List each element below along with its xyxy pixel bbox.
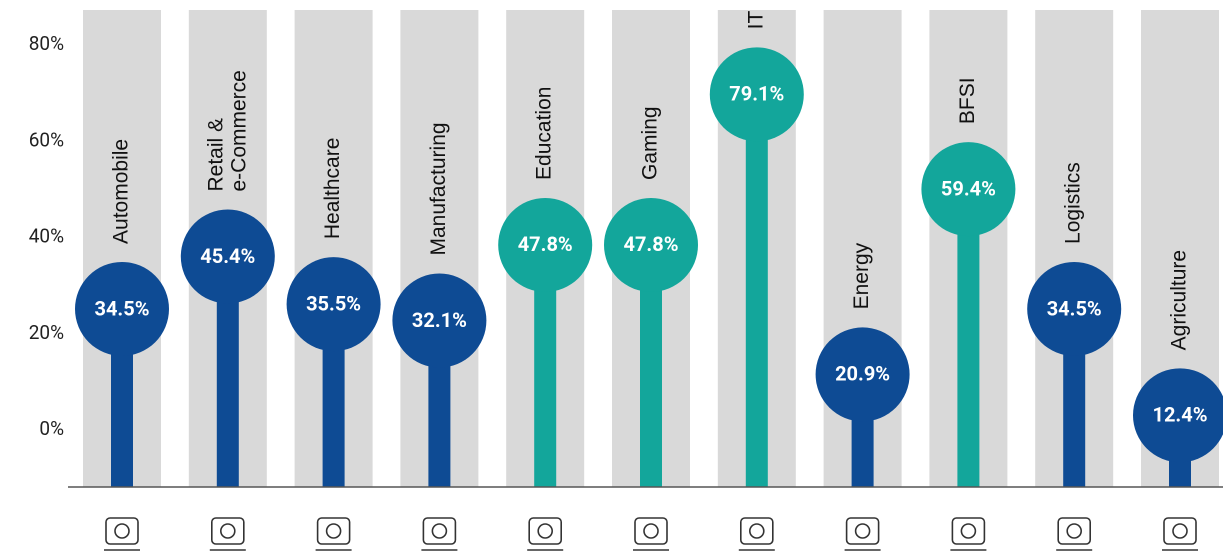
icon-dot: [1066, 523, 1082, 539]
icon-frame: [739, 517, 774, 545]
category-label: Logistics: [1062, 162, 1085, 244]
icon-frame: [316, 517, 351, 545]
category-icon: [633, 517, 669, 551]
category-label: Energy: [850, 242, 873, 309]
icon-frame: [634, 517, 668, 545]
category-icon: [209, 517, 246, 551]
category-icon: [315, 517, 352, 551]
icon-frame: [528, 517, 563, 545]
icon-dot: [1172, 523, 1188, 539]
lollipop-head: [392, 273, 487, 368]
stem: [534, 244, 557, 487]
y-tick-label: 0%: [39, 417, 64, 440]
value-label: 34.5%: [1047, 296, 1102, 320]
lollipop-head: [604, 197, 698, 292]
value-label: 20.9%: [835, 362, 890, 386]
lollipop-head: [75, 261, 169, 356]
value-label: 35.5%: [306, 291, 361, 315]
icon-frame: [422, 517, 457, 545]
value-label: 79.1%: [729, 82, 784, 106]
y-tick-label: 60%: [29, 128, 64, 151]
category-label: Retail &e-Commerce: [204, 70, 250, 191]
category-icon: [421, 517, 458, 551]
category-label: Manufacturing: [427, 122, 450, 255]
lollipop-head: [1027, 261, 1122, 356]
category-label: Agriculture: [1168, 250, 1191, 350]
icon-frame: [105, 517, 139, 545]
value-label: 12.4%: [1152, 403, 1207, 427]
category-icon: [844, 517, 881, 551]
icon-dot: [960, 523, 977, 539]
category-icon: [1056, 517, 1093, 551]
icon-dot: [220, 523, 236, 539]
icon-frame: [1057, 517, 1091, 545]
lollipop-head: [815, 327, 910, 422]
icon-dot: [325, 523, 342, 539]
y-tick-label: 40%: [29, 225, 64, 248]
value-label: 45.4%: [200, 244, 255, 268]
value-label: 47.8%: [518, 232, 573, 256]
icon-frame: [1163, 517, 1197, 545]
icon-dot: [643, 523, 659, 539]
category-icon: [950, 517, 987, 551]
stem: [216, 256, 239, 487]
lollipop-head: [498, 197, 593, 292]
lollipop-head: [921, 142, 1016, 237]
icon-dot: [854, 523, 871, 539]
icon-dot: [114, 523, 130, 539]
icon-dot: [537, 523, 554, 539]
stem: [640, 244, 662, 487]
lollipop-head: [1133, 368, 1223, 463]
category-icon: [1162, 517, 1198, 551]
lollipop-head: [286, 257, 381, 352]
lollipop-head: [709, 47, 804, 142]
stem: [745, 94, 768, 488]
category-label: Gaming: [639, 106, 662, 180]
category-icon: [738, 517, 775, 551]
lollipop-head: [180, 209, 275, 304]
category-label: BFSI: [956, 77, 979, 124]
icon-frame: [211, 517, 245, 545]
category-icon: [104, 517, 140, 551]
stem: [957, 189, 980, 487]
icon-dot: [431, 523, 448, 539]
category-label: Automobile: [110, 139, 133, 244]
y-tick-label: 80%: [29, 32, 64, 55]
y-tick-label: 20%: [29, 321, 64, 344]
category-icon: [527, 517, 564, 551]
icon-dot: [748, 523, 765, 539]
value-label: 32.1%: [412, 308, 467, 332]
value-label: 34.5%: [94, 296, 149, 320]
value-label: 59.4%: [941, 176, 996, 200]
category-label: Education: [533, 87, 556, 180]
icon-frame: [845, 517, 880, 545]
category-label: IT: [744, 10, 767, 29]
icon-frame: [951, 517, 986, 545]
value-label: 47.8%: [623, 232, 678, 256]
category-label: Healthcare: [321, 138, 344, 240]
